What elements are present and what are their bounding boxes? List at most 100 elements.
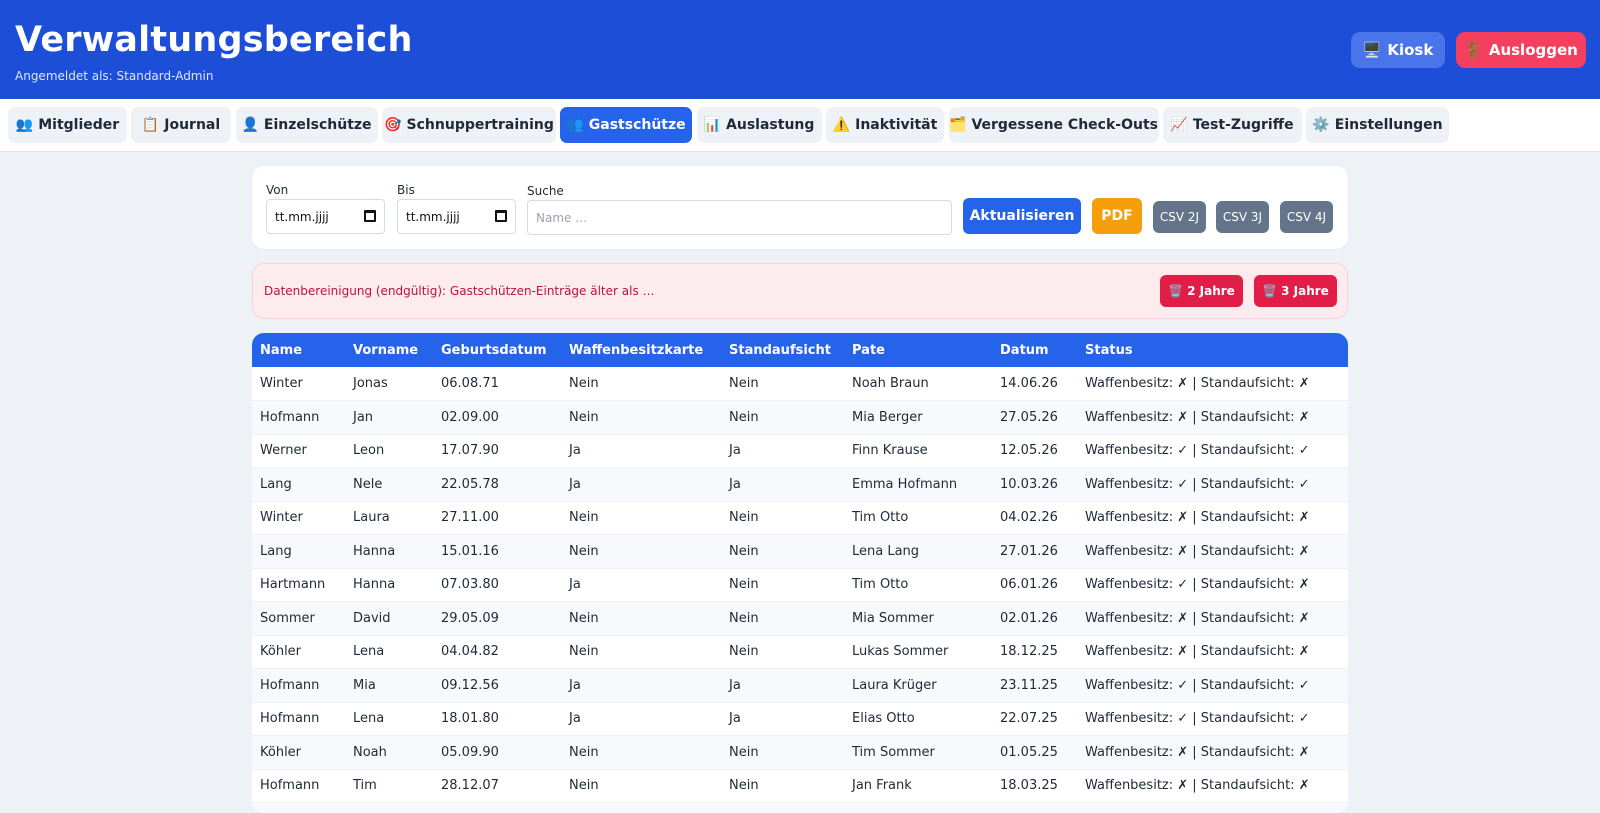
cell-geburtsdatum: 11.06.95 <box>433 803 561 813</box>
tab-label: Vergessene Check-Outs <box>971 117 1158 133</box>
cell-standaufsicht: Ja <box>721 669 844 703</box>
tab-auslastung[interactable]: 📊Auslastung <box>697 107 822 143</box>
cell-standaufsicht: Ja <box>721 468 844 502</box>
cell-vorname: Lena <box>345 635 433 669</box>
tab-vergessene-check-outs[interactable]: 🗂️ Vergessene Check-Outs <box>949 107 1159 143</box>
column-header[interactable]: Geburtsdatum <box>433 333 561 367</box>
column-header[interactable]: Waffenbesitzkarte <box>561 333 721 367</box>
tab-journal[interactable]: 📋Journal <box>131 107 231 143</box>
tab-label: Mitglieder <box>38 117 119 133</box>
tab-gastschuetze[interactable]: 👥Gastschütze <box>560 107 692 143</box>
app-header: Verwaltungsbereich Angemeldet als: Stand… <box>0 0 1600 99</box>
card-index-icon: 🗂️ <box>949 117 966 133</box>
tab-test-zugriffe[interactable]: 📈Test-Zugriffe <box>1163 107 1302 143</box>
target-icon: 🎯 <box>384 117 401 133</box>
cell-status: Waffenbesitz: ✗ | Standaufsicht: ✗ <box>1077 769 1348 803</box>
calendar-icon[interactable] <box>364 210 376 222</box>
cell-vorname: Lena <box>345 702 433 736</box>
cell-waffenbesitzkarte: Ja <box>561 669 721 703</box>
trend-chart-icon: 📈 <box>1170 117 1187 133</box>
cell-geburtsdatum: 04.04.82 <box>433 635 561 669</box>
update-button[interactable]: Aktualisieren <box>963 198 1081 234</box>
cell-name: Hofmann <box>252 669 345 703</box>
warning-icon: ⚠️ <box>833 117 850 133</box>
cell-geburtsdatum: 28.12.07 <box>433 769 561 803</box>
cell-datum: 18.12.25 <box>992 635 1077 669</box>
csv-4j-button[interactable]: CSV 4J <box>1280 201 1333 233</box>
column-header[interactable]: Vorname <box>345 333 433 367</box>
cell-waffenbesitzkarte: Ja <box>561 434 721 468</box>
tab-label: Gastschütze <box>589 117 686 133</box>
filter-panel: Von tt.mm.jjjj Bis tt.mm.jjjj Suche Name… <box>252 166 1348 249</box>
tab-label: Schnuppertraining <box>407 117 554 133</box>
calendar-icon[interactable] <box>495 210 507 222</box>
person-icon: 👤 <box>241 117 258 133</box>
cell-standaufsicht: Nein <box>721 401 844 435</box>
cell-waffenbesitzkarte: Nein <box>561 803 721 813</box>
tab-inaktivitaet[interactable]: ⚠️Inaktivität <box>826 107 944 143</box>
delete-2-years-button[interactable]: 🗑️2 Jahre <box>1160 275 1243 307</box>
kiosk-button[interactable]: 🖥️ Kiosk <box>1351 32 1445 68</box>
csv-2j-button[interactable]: CSV 2J <box>1153 201 1206 233</box>
search-input[interactable]: Name … <box>527 200 952 235</box>
cell-status: Waffenbesitz: ✓ | Standaufsicht: ✓ <box>1077 434 1348 468</box>
cell-name: Winter <box>252 367 345 401</box>
cell-geburtsdatum: 15.01.16 <box>433 535 561 569</box>
cleanup-panel: Datenbereinigung (endgültig): Gastschütz… <box>252 263 1348 319</box>
column-header[interactable]: Standaufsicht <box>721 333 844 367</box>
cell-datum: 18.03.25 <box>992 769 1077 803</box>
pdf-export-button[interactable]: PDF <box>1092 198 1142 234</box>
table-header-row: Name Vorname Geburtsdatum Waffenbesitzka… <box>252 333 1348 367</box>
delete-3-years-button[interactable]: 🗑️3 Jahre <box>1254 275 1337 307</box>
cell-standaufsicht: Nein <box>721 635 844 669</box>
monitor-icon: 🖥️ <box>1363 41 1382 59</box>
cell-status: Waffenbesitz: ✗ | Standaufsicht: ✗ <box>1077 535 1348 569</box>
column-header[interactable]: Status <box>1077 333 1348 367</box>
cell-standaufsicht: Nein <box>721 769 844 803</box>
cell-datum: 12.05.26 <box>992 434 1077 468</box>
cell-datum: 22.07.25 <box>992 702 1077 736</box>
column-header[interactable]: Datum <box>992 333 1077 367</box>
cell-name: Köhler <box>252 736 345 770</box>
csv-3j-button[interactable]: CSV 3J <box>1216 201 1269 233</box>
table-row[interactable]: BraunPaul11.06.95NeinNeinMax Weber02.02.… <box>252 803 1348 813</box>
cell-name: Werner <box>252 434 345 468</box>
tab-einstellungen[interactable]: ⚙️Einstellungen <box>1306 107 1449 143</box>
cell-pate: Emma Hofmann <box>844 468 992 502</box>
cell-geburtsdatum: 17.07.90 <box>433 434 561 468</box>
cell-name: Sommer <box>252 602 345 636</box>
column-header[interactable]: Name <box>252 333 345 367</box>
cell-waffenbesitzkarte: Nein <box>561 736 721 770</box>
cell-geburtsdatum: 29.05.09 <box>433 602 561 636</box>
tab-mitglieder[interactable]: 👥Mitglieder <box>8 107 127 143</box>
tab-schnuppertraining[interactable]: 🎯 Schnuppertraining <box>382 107 556 143</box>
cell-status: Waffenbesitz: ✗ | Standaufsicht: ✗ <box>1077 736 1348 770</box>
column-header[interactable]: Pate <box>844 333 992 367</box>
logout-button[interactable]: 🚪 Ausloggen <box>1456 32 1586 68</box>
cell-datum: 02.01.26 <box>992 602 1077 636</box>
tab-einzelschuetze[interactable]: 👤Einzelschütze <box>236 107 378 143</box>
cell-vorname: Noah <box>345 736 433 770</box>
cell-pate: Tim Otto <box>844 568 992 602</box>
logout-label: Ausloggen <box>1489 41 1578 59</box>
cell-pate: Lukas Sommer <box>844 635 992 669</box>
cell-vorname: Jonas <box>345 367 433 401</box>
cell-datum: 27.05.26 <box>992 401 1077 435</box>
from-date-input[interactable]: tt.mm.jjjj <box>266 199 385 234</box>
cell-geburtsdatum: 02.09.00 <box>433 401 561 435</box>
to-date-input[interactable]: tt.mm.jjjj <box>397 199 516 234</box>
cell-pate: Tim Otto <box>844 501 992 535</box>
